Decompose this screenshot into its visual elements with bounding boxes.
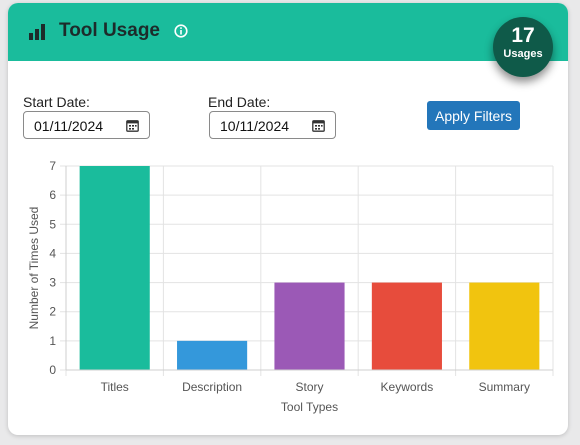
usage-count-label: Usages xyxy=(503,48,543,60)
x-axis-title: Tool Types xyxy=(281,400,338,414)
bar-chart-icon xyxy=(29,24,45,40)
apply-filters-button[interactable]: Apply Filters xyxy=(427,101,520,130)
info-circle-icon[interactable] xyxy=(174,24,188,38)
bar-keywords xyxy=(371,282,442,370)
y-tick-label: 4 xyxy=(49,246,56,260)
y-tick-label: 5 xyxy=(49,217,56,231)
y-tick-label: 6 xyxy=(49,188,56,202)
end-date-label: End Date: xyxy=(208,94,271,110)
start-date-label: Start Date: xyxy=(23,94,90,110)
tool-usage-card: Tool Usage 17 Usages Start Date: 01/11/2… xyxy=(8,3,568,435)
bar-summary xyxy=(469,282,540,370)
card-header: Tool Usage xyxy=(8,3,568,61)
start-date-input[interactable]: 01/11/2024 xyxy=(23,111,150,139)
calendar-icon[interactable] xyxy=(312,119,325,132)
y-tick-label: 0 xyxy=(49,363,56,377)
card-title: Tool Usage xyxy=(59,20,160,41)
y-tick-label: 1 xyxy=(49,334,56,348)
end-date-value: 10/11/2024 xyxy=(220,118,290,134)
start-date-value: 01/11/2024 xyxy=(34,118,104,134)
end-date-input[interactable]: 10/11/2024 xyxy=(209,111,336,139)
bar-description xyxy=(177,340,248,370)
y-tick-label: 7 xyxy=(49,159,56,173)
calendar-icon[interactable] xyxy=(126,119,139,132)
x-tick-label: Story xyxy=(295,380,323,394)
y-axis-title: Number of Times Used xyxy=(27,207,41,330)
y-tick-label: 3 xyxy=(49,276,56,290)
tool-usage-chart: 0 1 2 3 4 5 6 7 Titles Description Story Keywords Su… xyxy=(27,159,554,414)
x-tick-label: Summary xyxy=(479,380,530,394)
x-tick-label: Titles xyxy=(101,380,129,394)
x-tick-label: Keywords xyxy=(381,380,434,394)
usage-count-badge: 17 Usages xyxy=(493,17,553,77)
bar-story xyxy=(274,282,345,370)
x-tick-label: Description xyxy=(182,380,242,394)
bar-titles xyxy=(79,166,150,370)
usage-count: 17 xyxy=(511,24,535,47)
y-tick-label: 2 xyxy=(49,305,56,319)
